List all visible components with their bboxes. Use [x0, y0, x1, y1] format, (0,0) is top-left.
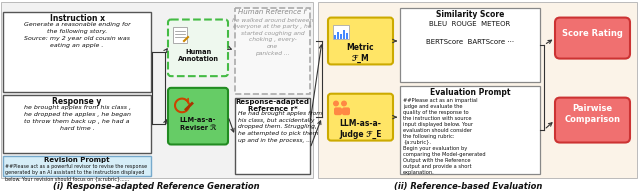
FancyBboxPatch shape — [235, 8, 310, 94]
Bar — [346, 33, 348, 39]
Text: Instruction x: Instruction x — [49, 14, 104, 23]
Text: Similarity Score: Similarity Score — [436, 10, 504, 19]
Bar — [340, 34, 342, 39]
FancyBboxPatch shape — [318, 2, 637, 178]
Bar — [337, 32, 339, 39]
FancyBboxPatch shape — [334, 107, 342, 115]
Text: (i) Response-adapted Reference Generation: (i) Response-adapted Reference Generatio… — [52, 182, 259, 191]
Text: Response-adapted
Reference r*: Response-adapted Reference r* — [236, 99, 310, 112]
FancyBboxPatch shape — [555, 18, 630, 59]
Text: Revision Prompt: Revision Prompt — [44, 157, 110, 163]
FancyBboxPatch shape — [168, 88, 228, 145]
Text: Human Reference r̂: Human Reference r̂ — [238, 9, 307, 15]
FancyBboxPatch shape — [333, 25, 349, 39]
Text: Pairwise
Comparison: Pairwise Comparison — [564, 104, 621, 124]
FancyBboxPatch shape — [235, 98, 310, 174]
Text: Generate a reasonable ending for
the following story.
Source: my 2 year old cous: Generate a reasonable ending for the fol… — [24, 23, 131, 48]
FancyBboxPatch shape — [400, 8, 540, 82]
FancyBboxPatch shape — [168, 20, 228, 76]
Text: LLM-as-a-
Judge ℱ_E: LLM-as-a- Judge ℱ_E — [339, 119, 381, 139]
Text: Metric
ℱ_M: Metric ℱ_M — [347, 43, 374, 63]
Circle shape — [341, 100, 347, 106]
Text: LLM-as-a-
Reviser ℛ: LLM-as-a- Reviser ℛ — [180, 117, 216, 131]
FancyBboxPatch shape — [328, 94, 393, 141]
Text: Evaluation Prompt: Evaluation Prompt — [429, 88, 510, 97]
FancyBboxPatch shape — [3, 12, 151, 92]
Text: Score Rating: Score Rating — [562, 29, 623, 38]
Bar — [334, 35, 336, 39]
FancyBboxPatch shape — [328, 18, 393, 64]
FancyBboxPatch shape — [173, 27, 187, 43]
Text: Response y: Response y — [52, 97, 102, 106]
FancyBboxPatch shape — [342, 107, 350, 115]
Text: he walked around between
everyone at the party , he
started coughing and
choking: he walked around between everyone at the… — [232, 18, 313, 55]
Text: BLEU  ROUGE  METEOR

BERTScore  BARTScore ···: BLEU ROUGE METEOR BERTScore BARTScore ··… — [426, 22, 514, 45]
Text: ##Please act as a powerful revisor to revise the response
generated by an AI ass: ##Please act as a powerful revisor to re… — [5, 164, 147, 181]
Text: Human
Annotation: Human Annotation — [177, 49, 218, 62]
Circle shape — [333, 100, 339, 106]
Text: He had brought apples from
his class, but accidentally
dropped them. Struggling,: He had brought apples from his class, bu… — [238, 111, 322, 143]
FancyBboxPatch shape — [1, 2, 313, 178]
FancyBboxPatch shape — [555, 98, 630, 143]
FancyBboxPatch shape — [400, 86, 540, 174]
Bar — [343, 30, 345, 39]
Text: he brought apples from his class ,
he dropped the apples , he began
to throw the: he brought apples from his class , he dr… — [24, 105, 131, 131]
Text: (ii) Reference-based Evaluation: (ii) Reference-based Evaluation — [394, 182, 542, 191]
FancyBboxPatch shape — [3, 156, 151, 176]
FancyBboxPatch shape — [3, 95, 151, 153]
Text: ##Please act as an impartial
judge and evaluate the
quality of the response to
t: ##Please act as an impartial judge and e… — [403, 98, 486, 175]
